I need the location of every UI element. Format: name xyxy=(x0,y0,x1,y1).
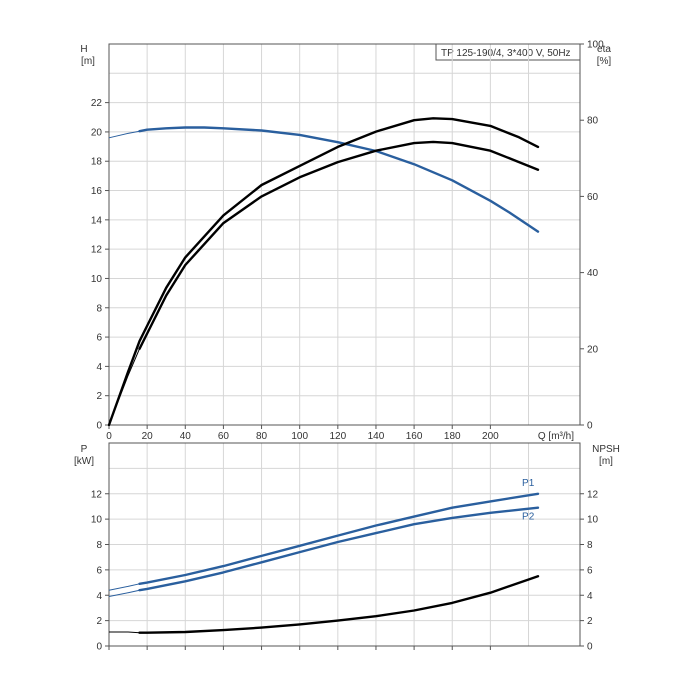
plot-frame xyxy=(108,43,581,426)
series-NPSH-line xyxy=(138,575,540,634)
right-tick-label: 0 xyxy=(587,642,593,653)
top-x-axis-label: Q [m³/h] xyxy=(538,431,574,442)
series-P1-extrapolated xyxy=(108,583,140,591)
right-tick-label: 0 xyxy=(587,421,593,432)
left-tick-label: 0 xyxy=(96,642,102,653)
series-label-P1: P1 xyxy=(522,478,535,489)
top-chart: H [m] eta [%] Q [m³/h] TP 125-190/4, 3*4… xyxy=(80,43,612,442)
top-right-axis-unit: [%] xyxy=(597,56,612,67)
series-P1-line xyxy=(138,492,540,585)
top-left-axis-unit: [m] xyxy=(81,56,95,67)
right-tick-label: 6 xyxy=(587,565,593,576)
left-tick-label: 2 xyxy=(96,616,102,627)
series-eta-1-line xyxy=(138,140,540,350)
left-tick-label: 16 xyxy=(91,186,103,197)
series-P2-line xyxy=(138,506,540,592)
top-left-axis-name: H xyxy=(80,44,87,55)
left-tick-label: 2 xyxy=(96,391,102,402)
x-tick-label: 120 xyxy=(329,431,346,442)
right-tick-label: 8 xyxy=(587,540,593,551)
series-H-line xyxy=(138,126,540,233)
x-tick-label: 180 xyxy=(444,431,461,442)
right-tick-label: 2 xyxy=(587,616,593,627)
series-eta-2-line xyxy=(107,117,540,427)
left-tick-label: 12 xyxy=(91,245,103,256)
left-tick-label: 6 xyxy=(96,333,102,344)
series-NPSH-extrapolated xyxy=(109,631,140,634)
right-tick-label: 10 xyxy=(587,515,599,526)
left-tick-label: 10 xyxy=(91,515,103,526)
x-tick-label: 160 xyxy=(406,431,423,442)
left-tick-label: 20 xyxy=(91,127,103,138)
left-tick-label: 8 xyxy=(96,303,102,314)
left-tick-label: 10 xyxy=(91,274,103,285)
left-tick-label: 0 xyxy=(96,421,102,432)
x-tick-label: 40 xyxy=(180,431,192,442)
right-tick-label: 60 xyxy=(587,192,599,203)
chart-title: TP 125-190/4, 3*400 V, 50Hz xyxy=(441,48,571,59)
right-tick-label: 40 xyxy=(587,268,599,279)
chart-0-plot: 0 2 4 6 8 10 12 14 16 18 20 22 0 20 40 60 80 100 0 20 40 60 80… xyxy=(91,40,604,443)
left-tick-label: 14 xyxy=(91,215,103,226)
right-tick-label: 80 xyxy=(587,116,599,127)
left-tick-label: 4 xyxy=(96,362,102,373)
left-tick-label: 8 xyxy=(96,540,102,551)
left-tick-label: 4 xyxy=(96,591,102,602)
right-tick-label: 12 xyxy=(587,489,599,500)
bottom-left-axis-name: P xyxy=(81,444,88,455)
left-tick-label: 22 xyxy=(91,98,103,109)
right-tick-label: 20 xyxy=(587,344,599,355)
top-right-axis-name: eta xyxy=(597,44,611,55)
bottom-chart: P [kW] NPSH [m] xyxy=(74,444,620,467)
left-tick-label: 12 xyxy=(91,489,103,500)
left-tick-label: 18 xyxy=(91,157,103,168)
x-tick-label: 200 xyxy=(482,431,499,442)
left-tick-label: 6 xyxy=(96,565,102,576)
bottom-left-axis-unit: [kW] xyxy=(74,456,94,467)
right-tick-label: 4 xyxy=(587,591,593,602)
chart-1-plot: 0 2 4 6 8 10 12 0 2 4 6 8 10 12 P1 P2 xyxy=(91,442,599,653)
x-tick-label: 100 xyxy=(291,431,308,442)
series-label-P2: P2 xyxy=(522,512,535,523)
bottom-right-axis-name: NPSH xyxy=(592,444,620,455)
bottom-right-axis-unit: [m] xyxy=(599,456,613,467)
x-tick-label: 80 xyxy=(256,431,268,442)
right-tick-label: 100 xyxy=(587,40,604,51)
x-tick-label: 0 xyxy=(106,431,112,442)
x-tick-label: 140 xyxy=(368,431,385,442)
x-tick-label: 60 xyxy=(218,431,230,442)
x-tick-label: 20 xyxy=(142,431,154,442)
series-H-extrapolated xyxy=(108,130,140,139)
series-P2-extrapolated xyxy=(108,589,140,597)
